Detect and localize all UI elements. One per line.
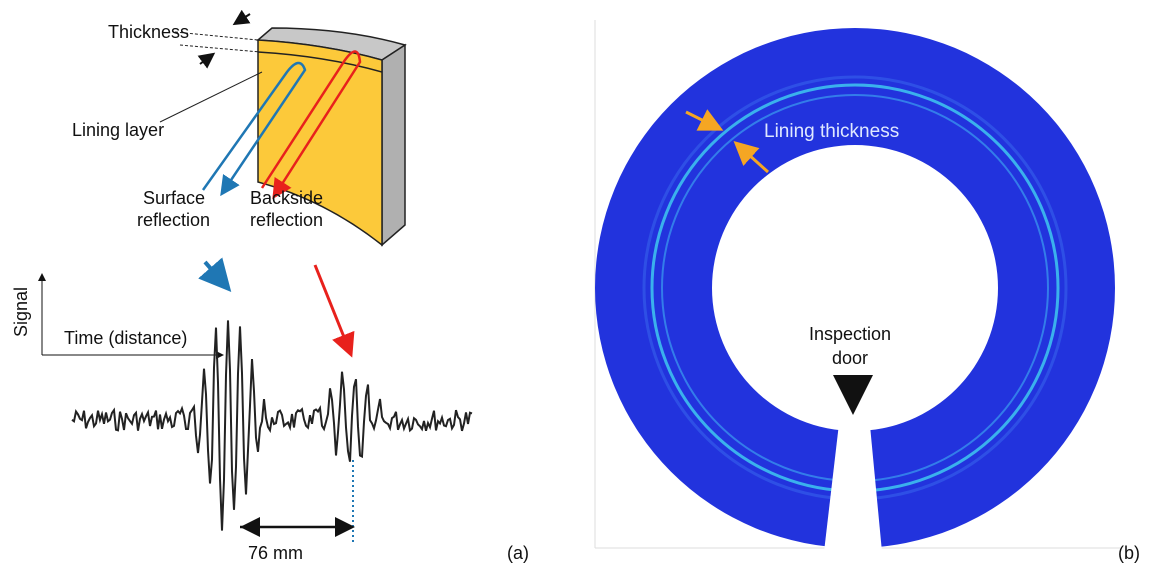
door-label: door [832,348,868,368]
panel-label: (b) [1118,543,1140,563]
backside-arrow [315,265,350,352]
surface-arrow [205,262,226,286]
backside-label: Backside [250,188,323,208]
lining-layer-label: Lining layer [72,120,164,140]
thickness-label: Thickness [108,22,189,42]
time-label: Time (distance) [64,328,187,348]
leader-line [160,72,262,122]
thickness-arrow [236,14,250,23]
surface-label: reflection [137,210,210,230]
ring [595,28,1115,552]
thickness-line [180,45,260,52]
lining-thickness-label: Lining thickness [764,121,899,142]
figure: Thickness Lining layer Surface reflectio… [0,0,1157,568]
thickness-arrow [200,55,212,64]
surface-label: Surface [143,188,205,208]
waveform [72,320,472,530]
door-label: Inspection [809,324,891,344]
backside-label: reflection [250,210,323,230]
signal-label: Signal [11,287,31,337]
panel-label: (a) [507,543,529,563]
distance-label: 76 mm [248,543,303,563]
